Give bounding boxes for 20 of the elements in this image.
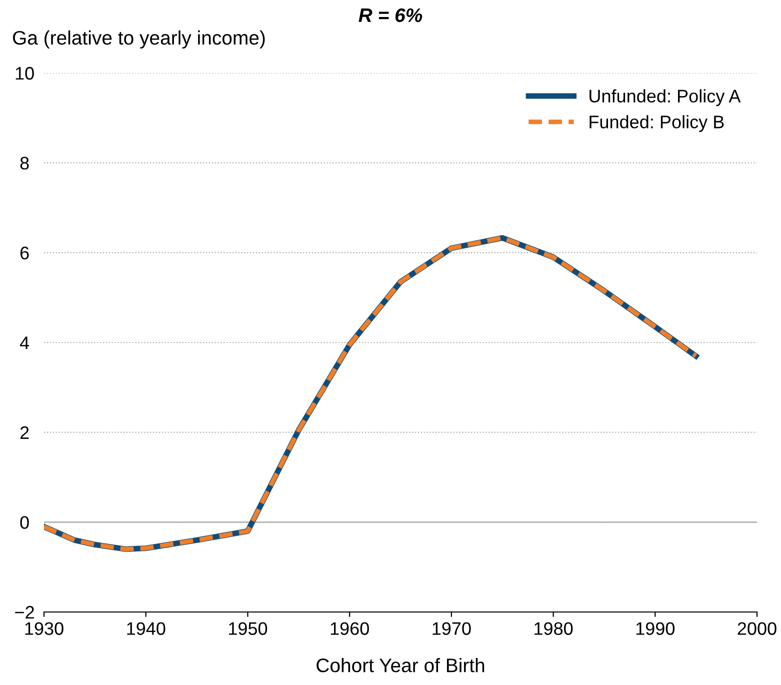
x-tick-label: 1930 xyxy=(25,622,64,635)
y-tick-label: 6 xyxy=(20,246,29,260)
x-tick-label: 2000 xyxy=(738,622,776,635)
legend-label: Unfunded: Policy A xyxy=(590,89,741,106)
chart-title: R = 6% xyxy=(358,8,422,22)
y-tick-label: 2 xyxy=(20,426,29,439)
y-tick-label: 8 xyxy=(20,156,29,170)
x-tick-label: 1950 xyxy=(229,622,268,635)
x-axis-title: Cohort Year of Birth xyxy=(316,658,484,672)
x-tick-label: 1990 xyxy=(636,622,675,635)
y-axis-title: Ga (relative to yearly income) xyxy=(12,30,265,49)
x-tick-label: 1970 xyxy=(432,622,471,635)
x-tick-label: 1940 xyxy=(127,622,166,635)
x-tick-label: 1960 xyxy=(330,622,369,635)
y-tick-label: 4 xyxy=(20,336,30,350)
legend-label: Funded: Policy B xyxy=(590,115,724,132)
y-tick-label: 10 xyxy=(16,66,34,80)
y-tick-label: 0 xyxy=(20,516,29,529)
x-tick-label: 1980 xyxy=(534,622,573,635)
y-tick-label: −2 xyxy=(15,606,34,619)
